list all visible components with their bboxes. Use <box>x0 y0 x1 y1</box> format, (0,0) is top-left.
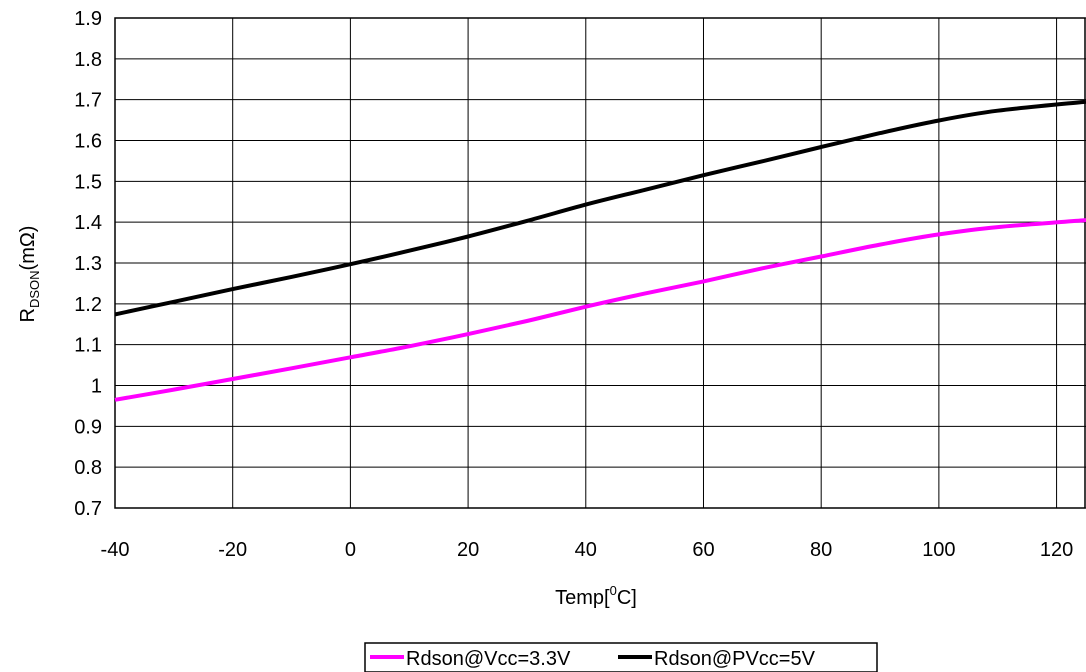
legend: Rdson@Vcc=3.3V Rdson@PVcc=5V <box>364 642 878 672</box>
y-tick-label: 0.7 <box>74 498 102 520</box>
x-axis-title-main: Temp[ <box>555 587 610 609</box>
x-tick-label: 80 <box>810 539 832 561</box>
y-tick-label: 1.7 <box>74 90 102 112</box>
y-tick-label: 0.9 <box>74 416 102 438</box>
series-lines <box>114 99 1086 402</box>
grid-lines <box>114 17 1086 509</box>
y-tick-label: 1.2 <box>74 294 102 316</box>
y-tick-label: 1.3 <box>74 253 102 275</box>
series-line-0 <box>114 218 1086 402</box>
y-axis-title-subscript: DSON <box>27 270 42 308</box>
y-tick-label: 1.5 <box>74 171 102 193</box>
x-tick-label: 20 <box>457 539 479 561</box>
x-tick-label: 100 <box>922 539 955 561</box>
y-tick-label: 1 <box>91 376 102 398</box>
y-axis-title-suffix: (mΩ) <box>17 226 39 271</box>
x-axis-title: Temp[0C] <box>555 583 637 609</box>
x-tick-label: 120 <box>1040 539 1073 561</box>
y-tick-label: 1.4 <box>74 212 102 234</box>
y-tick-label: 0.8 <box>74 457 102 479</box>
y-axis-title-main: R <box>17 308 39 322</box>
x-tick-label: 40 <box>575 539 597 561</box>
y-tick-label: 1.8 <box>74 49 102 71</box>
x-tick-labels: -40 -20 0 20 40 60 80 100 120 <box>101 539 1074 561</box>
x-tick-label: -20 <box>218 539 247 561</box>
plot-frame <box>114 17 1086 509</box>
legend-label-vcc33: Rdson@Vcc=3.3V <box>406 648 571 670</box>
x-axis-title-superscript: 0 <box>610 583 617 598</box>
y-axis-title: RDSON(mΩ) <box>17 226 42 323</box>
y-tick-label: 1.6 <box>74 131 102 153</box>
y-tick-label: 1.9 <box>74 8 102 30</box>
x-tick-label: -40 <box>101 539 130 561</box>
y-tick-label: 1.1 <box>74 335 102 357</box>
x-axis-title-suffix: C] <box>617 587 637 609</box>
y-tick-labels: 0.7 0.8 0.9 1 1.1 1.2 1.3 1.4 1.5 1.6 1.7 1.8 1.9 <box>74 8 102 520</box>
x-tick-label: 60 <box>692 539 714 561</box>
x-tick-label: 0 <box>345 539 356 561</box>
series-line-1 <box>114 99 1086 317</box>
legend-label-pvcc5: Rdson@PVcc=5V <box>654 648 816 670</box>
